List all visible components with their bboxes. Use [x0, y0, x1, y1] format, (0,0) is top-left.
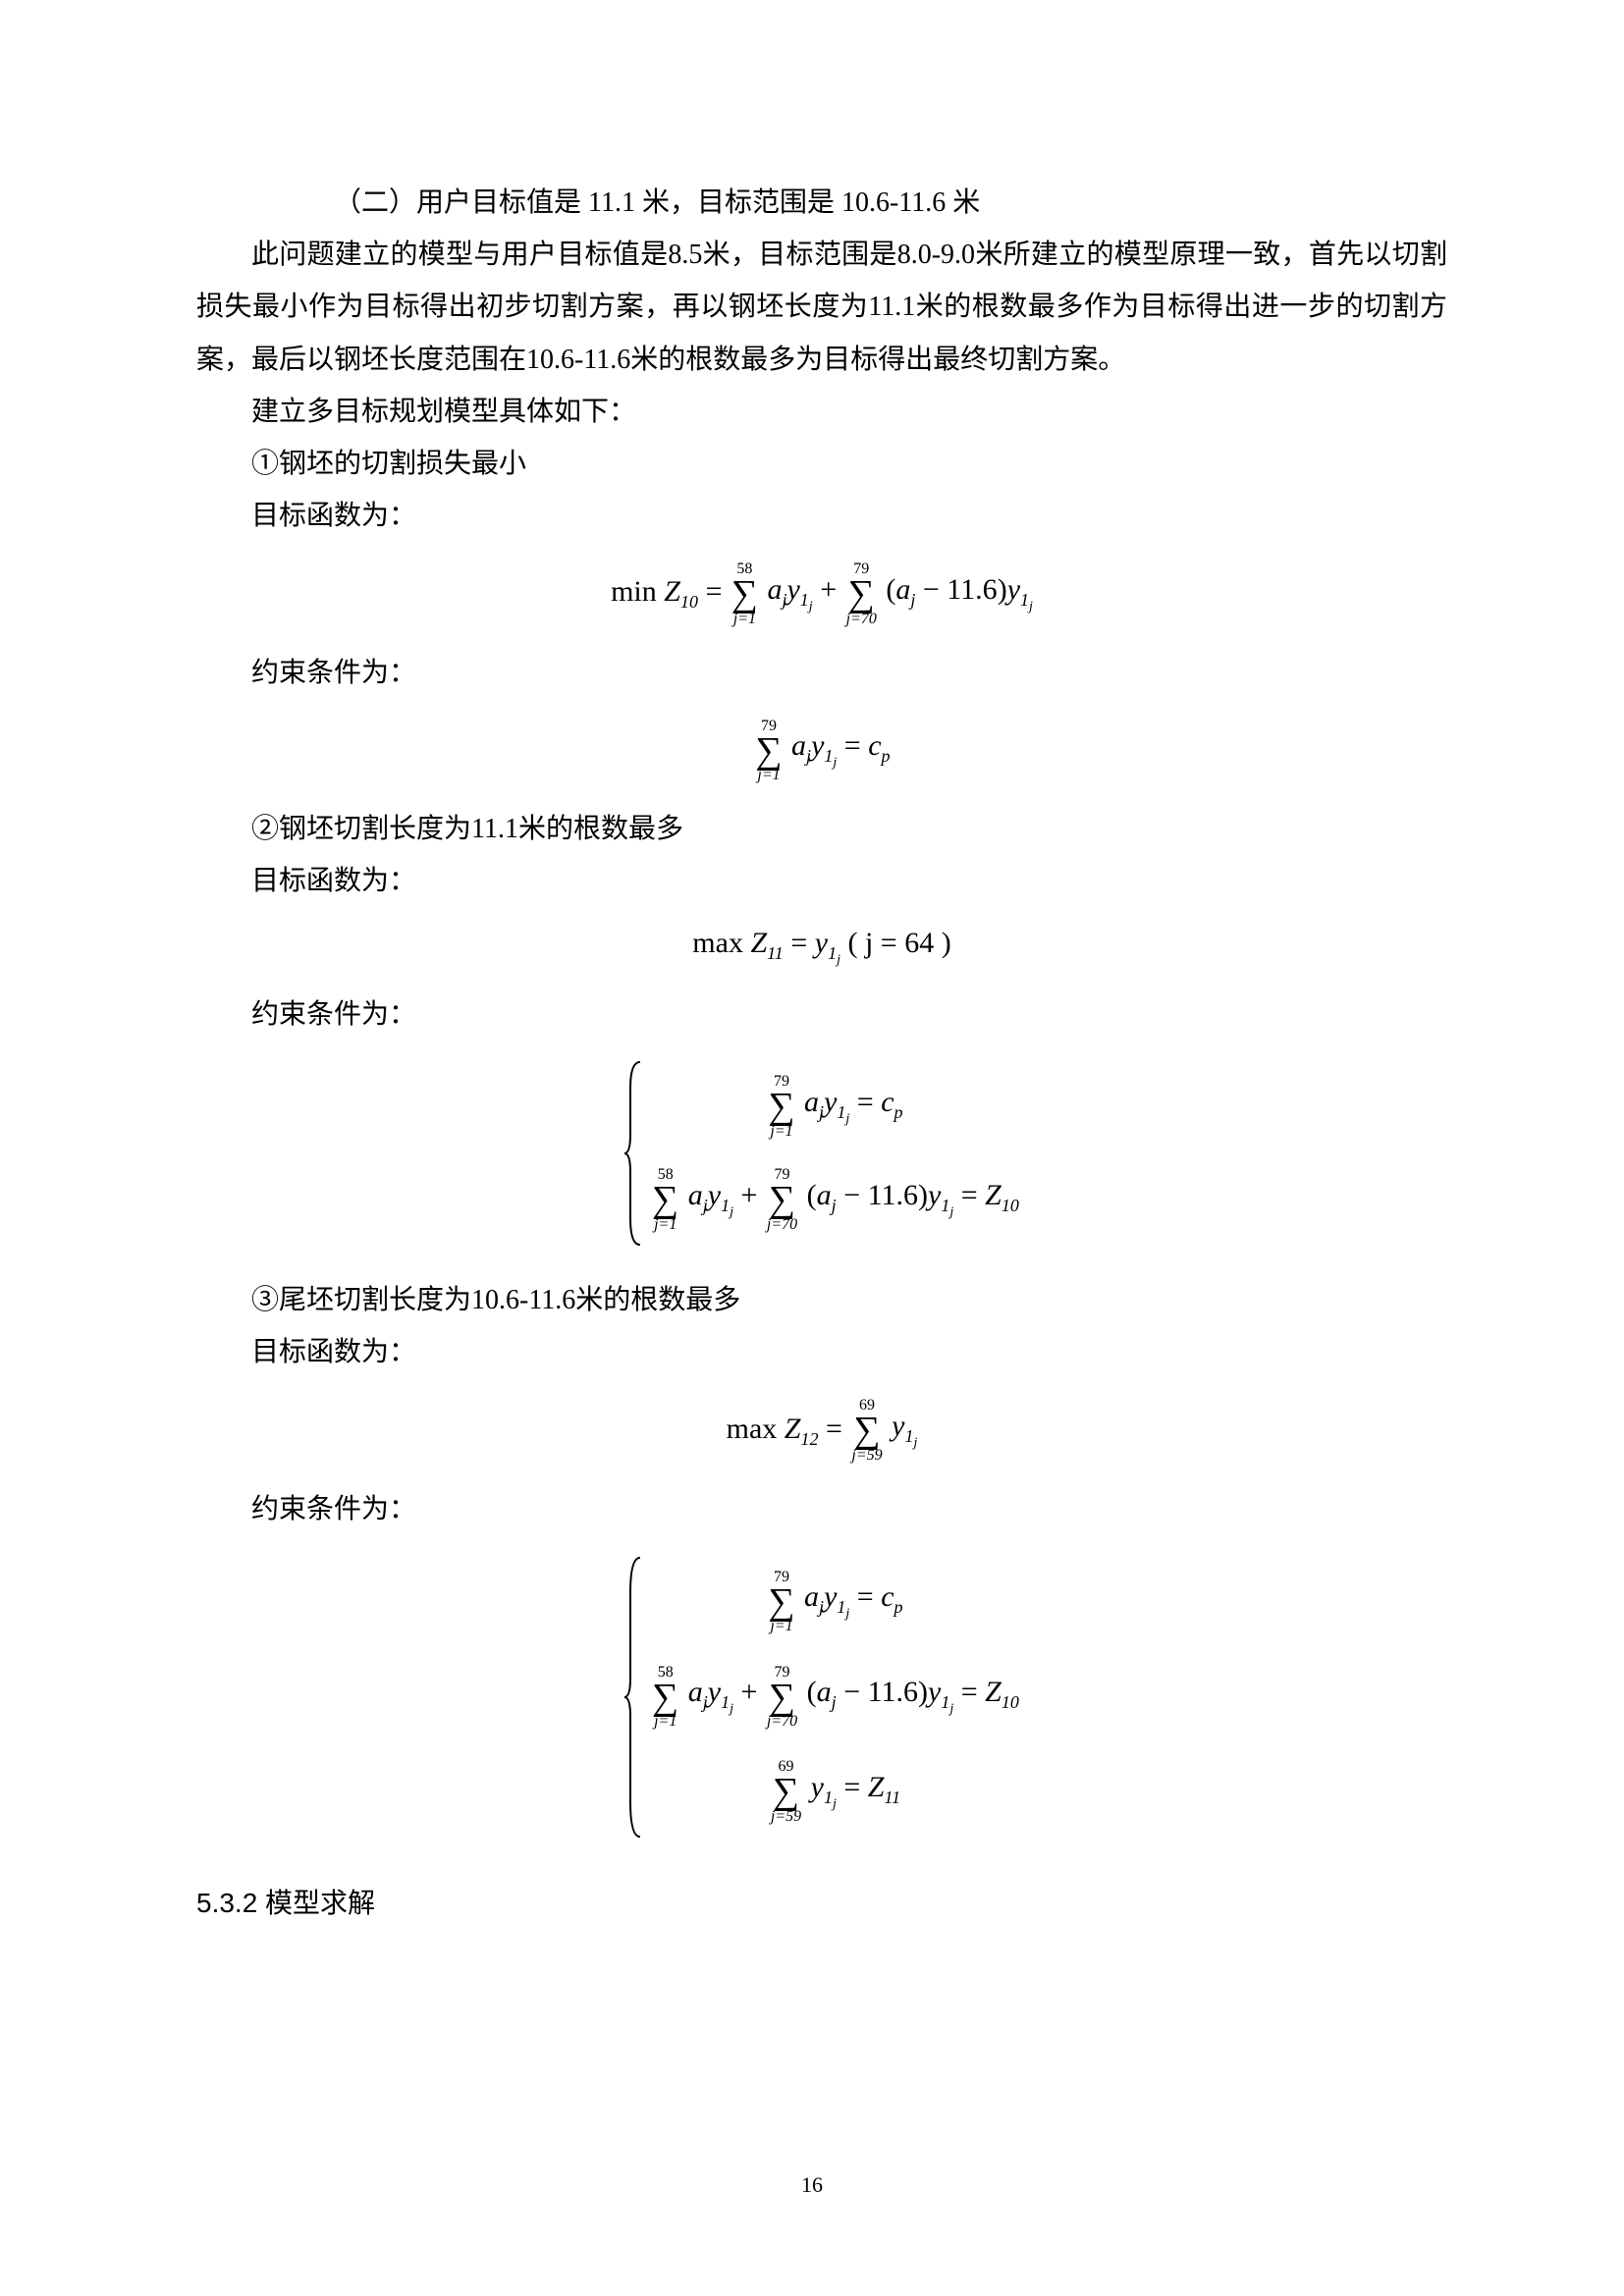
label-objective-2: 目标函数为： [196, 855, 1447, 907]
label-objective-1: 目标函数为： [196, 490, 1447, 542]
formula-max-z12: max Z12 = 69 ∑ j=59 y1j [196, 1398, 1447, 1463]
section-heading-5-3-2: 5.3.2 模型求解 [196, 1877, 1447, 1929]
label-objective-3: 目标函数为： [196, 1326, 1447, 1378]
paragraph-model-intro: 建立多目标规划模型具体如下： [196, 386, 1447, 438]
label-constraint-3: 约束条件为： [196, 1483, 1447, 1535]
formula-max-z11: max Z11 = y1j ( j = 64 ) [196, 927, 1447, 969]
label-constraint-2: 约束条件为： [196, 988, 1447, 1041]
heading-subsection: （二）用户目标值是 11.1 米，目标范围是 10.6-11.6 米 [196, 177, 1447, 229]
page-number: 16 [0, 2172, 1624, 2198]
formula-constraint-1: 79 ∑ j=1 ajy1j = cp [196, 719, 1447, 783]
paragraph-intro: 此问题建立的模型与用户目标值是8.5米，目标范围是8.0-9.0米所建立的模型原… [196, 229, 1447, 386]
item-2-heading: ②钢坯切割长度为11.1米的根数最多 [196, 803, 1447, 855]
formula-constraint-system-3: 79 ∑ j=1 ajy1j = cp 58 ∑ j=1 ajy1j + 79 [196, 1555, 1447, 1847]
label-constraint-1: 约束条件为： [196, 647, 1447, 699]
page-container: （二）用户目标值是 11.1 米，目标范围是 10.6-11.6 米 此问题建立… [0, 0, 1624, 2296]
formula-constraint-system-2: 79 ∑ j=1 ajy1j = cp 58 ∑ j=1 ajy1j + 79 [196, 1060, 1447, 1255]
item-1-heading: ①钢坯的切割损失最小 [196, 438, 1447, 490]
formula-min-z10: min Z10 = 58 ∑ j=1 ajy1j + 79 ∑ j=70 (aj… [196, 561, 1447, 626]
item-3-heading: ③尾坯切割长度为10.6-11.6米的根数最多 [196, 1274, 1447, 1326]
